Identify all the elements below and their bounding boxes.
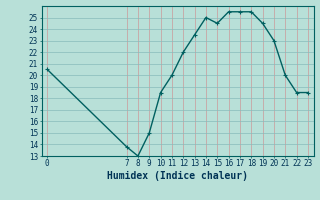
- X-axis label: Humidex (Indice chaleur): Humidex (Indice chaleur): [107, 171, 248, 181]
